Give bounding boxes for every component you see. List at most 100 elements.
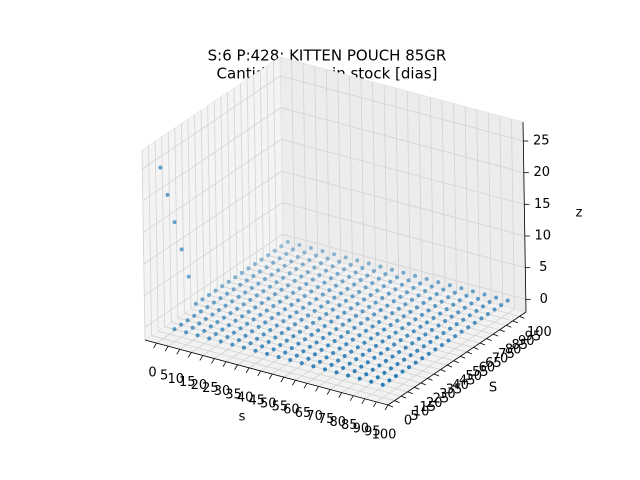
point: [369, 379, 374, 384]
point: [256, 281, 261, 286]
point: [225, 291, 230, 296]
grid-line: [383, 84, 388, 275]
point: [411, 329, 416, 334]
y-tick-mark: [433, 373, 440, 377]
point: [235, 306, 240, 311]
point: [424, 320, 429, 325]
point: [367, 304, 372, 309]
x-tick-label: 10: [167, 372, 184, 387]
grid-line: [281, 138, 525, 205]
grid-line: [276, 251, 520, 317]
point: [447, 283, 452, 288]
z-tick-label: 20: [534, 165, 551, 180]
point: [310, 277, 315, 282]
point: [449, 314, 454, 319]
point: [262, 277, 267, 282]
point: [456, 310, 461, 315]
point: [363, 328, 368, 333]
y-tick-mark: [420, 382, 427, 386]
point: [454, 322, 459, 327]
point: [238, 282, 243, 287]
grid-line: [273, 61, 277, 252]
point: [350, 337, 355, 342]
point: [267, 284, 272, 289]
grid-line: [302, 63, 307, 254]
point: [236, 294, 241, 299]
grid-line: [353, 302, 492, 397]
grid-line: [337, 72, 342, 263]
z-tick-label: 5: [539, 260, 547, 275]
point: [299, 317, 304, 322]
point: [172, 327, 177, 332]
x-tick-mark: [373, 401, 377, 408]
point: [365, 316, 370, 321]
point: [208, 324, 213, 329]
point: [296, 298, 301, 303]
point: [256, 324, 261, 329]
point: [370, 324, 375, 329]
grid-line: [144, 202, 283, 296]
point: [312, 265, 317, 270]
point: [307, 344, 312, 349]
point: [401, 314, 406, 319]
point: [365, 360, 370, 365]
x-tick-mark: [361, 398, 366, 405]
point: [248, 297, 253, 302]
x-tick-mark: [338, 392, 343, 398]
point: [467, 313, 472, 318]
point: [342, 354, 347, 359]
point: [158, 165, 163, 170]
y-tick-label: 85: [511, 338, 528, 353]
x-tick-label: 60: [283, 403, 300, 418]
y-tick-mark: [512, 320, 519, 324]
x-axis-line: [144, 339, 389, 406]
grid-line: [395, 87, 400, 278]
point: [358, 321, 363, 326]
x-tick-mark: [280, 376, 285, 383]
grid-line: [318, 293, 457, 387]
point: [304, 281, 309, 286]
point: [331, 350, 336, 355]
point: [231, 330, 236, 335]
point: [284, 338, 289, 343]
grid-line: [236, 277, 481, 344]
point: [434, 335, 439, 340]
point: [220, 284, 225, 289]
y-tick-label: 50: [465, 369, 482, 384]
point: [317, 359, 322, 364]
point: [370, 367, 375, 372]
point: [203, 316, 208, 321]
point: [385, 303, 390, 308]
point: [251, 273, 256, 278]
point: [228, 311, 233, 316]
point: [289, 346, 294, 351]
point: [353, 270, 358, 275]
point: [416, 293, 421, 298]
point: [322, 280, 327, 285]
point: [200, 297, 205, 302]
grid-line: [197, 304, 441, 370]
point: [399, 282, 404, 287]
point: [380, 382, 385, 387]
point: [388, 323, 393, 328]
y-tick-mark: [492, 333, 499, 337]
x-tick-mark: [245, 367, 250, 374]
grid-line: [227, 92, 231, 283]
point: [197, 321, 202, 326]
grid-line: [190, 308, 435, 375]
point: [299, 361, 304, 366]
point: [260, 344, 265, 349]
grid-line: [184, 313, 428, 379]
point: [360, 352, 365, 357]
y-tick-mark: [466, 351, 473, 355]
point: [269, 272, 274, 277]
point: [277, 256, 282, 261]
point: [433, 347, 438, 352]
y-tick-label: 20: [426, 396, 443, 411]
point: [364, 372, 369, 377]
point: [499, 303, 504, 308]
point: [400, 369, 405, 374]
point: [330, 264, 335, 269]
point: [347, 361, 352, 366]
point: [352, 369, 357, 374]
